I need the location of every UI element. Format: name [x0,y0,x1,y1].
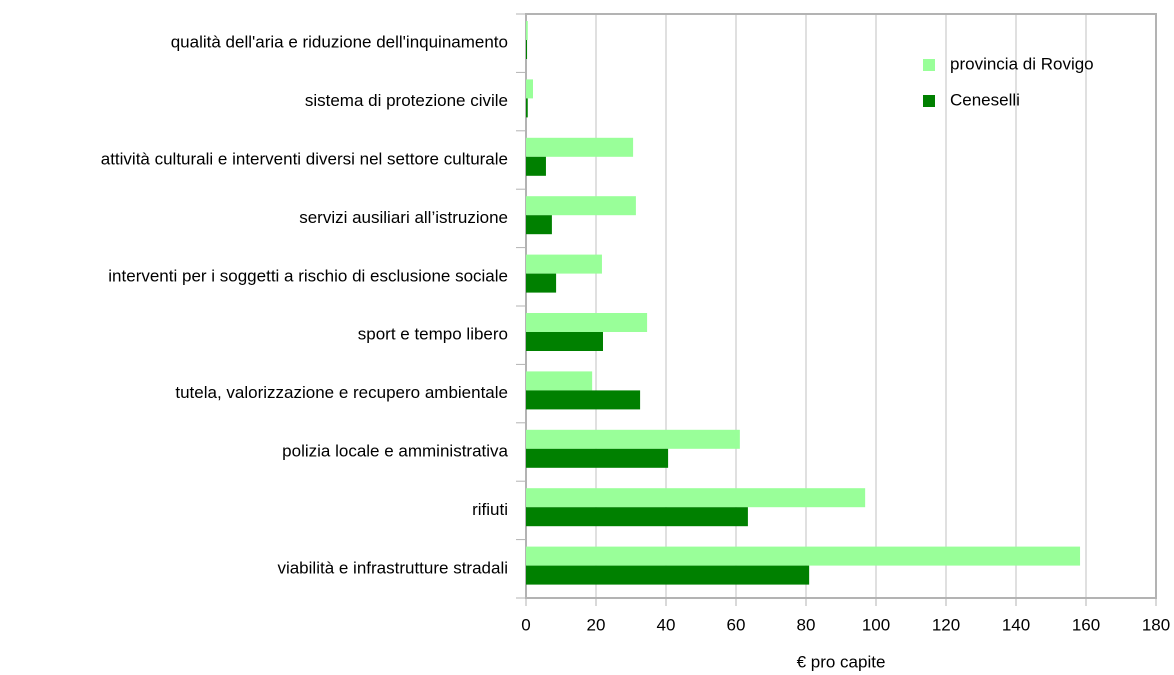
bar [526,156,546,176]
y-tick-label: rifiuti [472,500,508,519]
y-tick-label: attività culturali e interventi diversi … [101,149,508,168]
legend-label: provincia di Rovigo [950,54,1094,73]
bar [526,196,636,216]
bar [526,98,528,118]
x-tick-label: 160 [1072,615,1100,634]
legend-swatch [923,59,935,71]
y-tick-label: viabilità e infrastrutture stradali [277,558,508,577]
bar [526,429,740,449]
bar [526,565,810,585]
bar [526,215,552,235]
bar [526,137,634,157]
bar [526,79,533,99]
bar [526,254,602,274]
bar [526,313,648,332]
bar [526,273,557,293]
y-tick-label: sistema di protezione civile [305,91,508,110]
bar [526,371,593,391]
bar [526,546,1081,566]
y-tick-label: tutela, valorizzazione e recupero ambien… [175,383,508,402]
x-tick-label: 180 [1142,615,1170,634]
x-tick-label: 20 [587,615,606,634]
x-tick-label: 80 [797,615,816,634]
y-tick-label: polizia locale e amministrativa [282,441,508,460]
bar [526,21,528,40]
bar [526,40,528,59]
legend-swatch [923,95,935,107]
x-tick-label: 40 [657,615,676,634]
bar [526,448,669,468]
x-tick-label: 100 [862,615,890,634]
y-tick-label: servizi ausiliari all’istruzione [299,208,508,227]
y-tick-label: sport e tempo libero [358,325,508,344]
legend-label: Ceneselli [950,90,1020,109]
bar [526,488,866,508]
x-tick-label: 60 [727,615,746,634]
y-tick-label: interventi per i soggetti a rischio di e… [108,266,508,285]
x-axis-title: € pro capite [797,652,886,671]
x-tick-label: 120 [932,615,960,634]
y-tick-label: qualità dell'aria e riduzione dell'inqui… [171,33,508,52]
x-tick-label: 140 [1002,615,1030,634]
bar [526,332,603,351]
x-tick-label: 0 [521,615,530,634]
bar [526,507,748,527]
bar [526,390,641,410]
